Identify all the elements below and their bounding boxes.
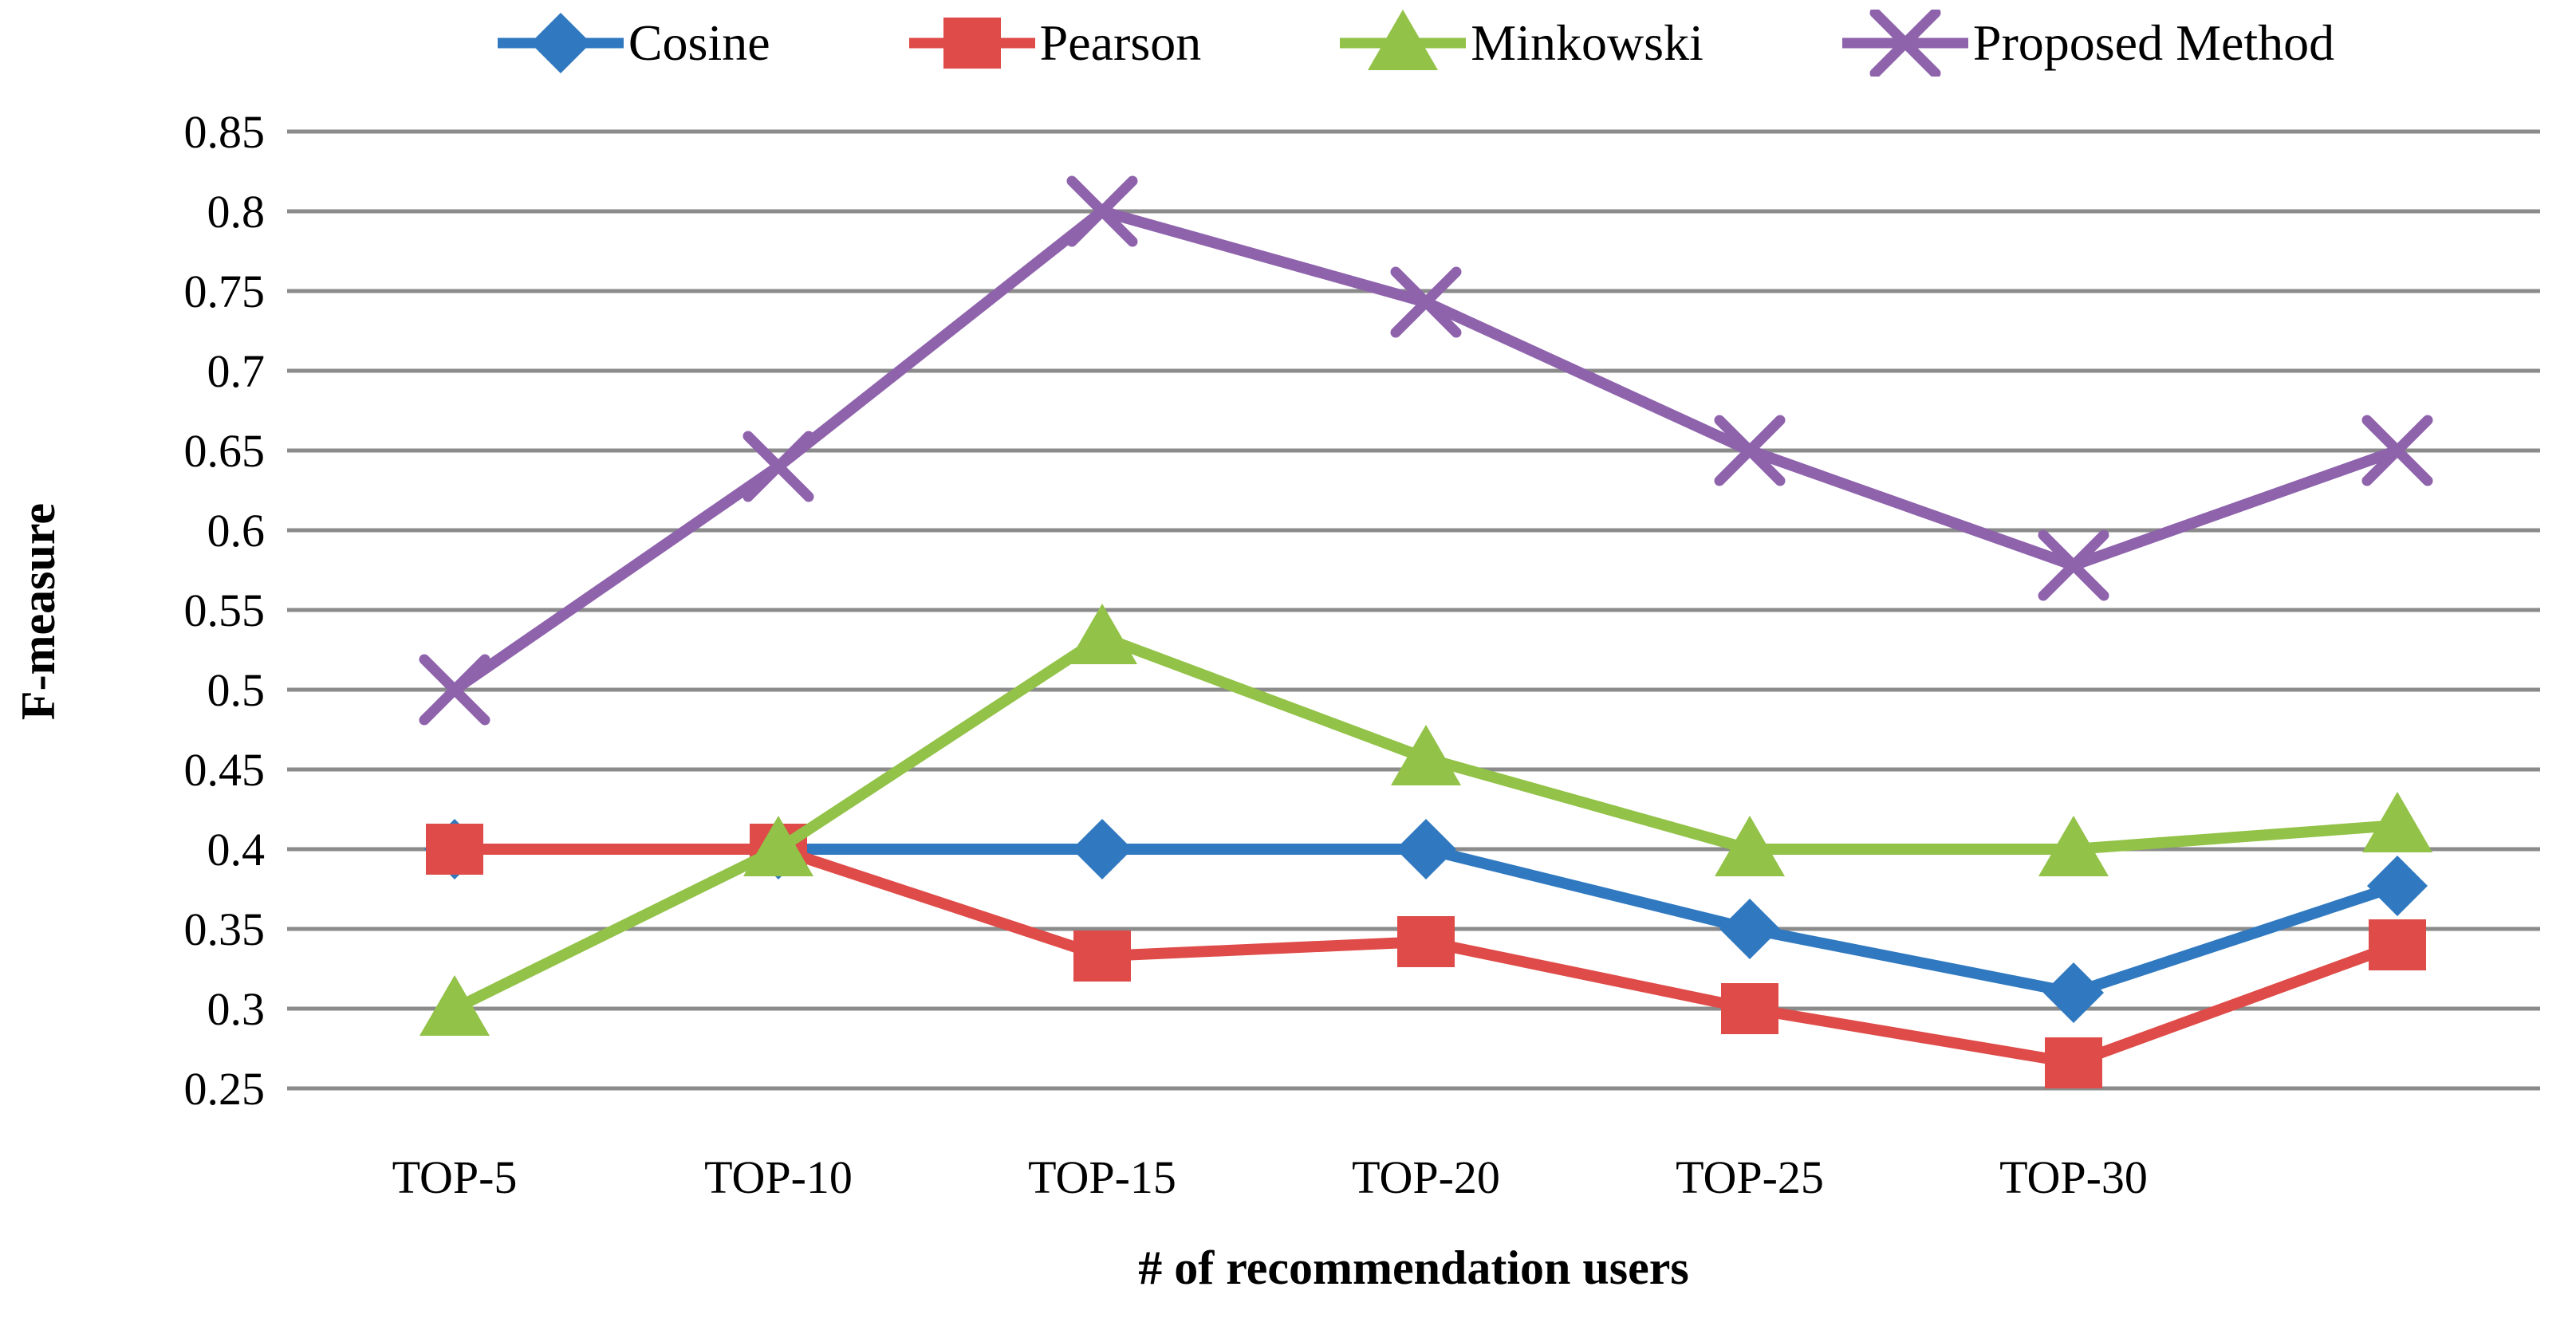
x-marker [1390, 266, 1462, 338]
legend-label: Minkowski [1471, 14, 1704, 71]
x-marker [1066, 175, 1138, 247]
square-marker [1721, 983, 1778, 1034]
diamond-marker [2043, 962, 2104, 1023]
chart-legend: Cosine Pearson Minkowski Proposed Method [287, 2, 2540, 85]
x-tick-label: TOP-25 [1676, 1151, 1824, 1203]
square-marker [1397, 916, 1455, 967]
x-tick-label: TOP-20 [1352, 1151, 1500, 1203]
triangle-marker [1391, 725, 1461, 785]
triangle-legend-marker-icon [1340, 10, 1467, 70]
square-legend-marker-icon [908, 18, 1035, 69]
y-tick-label: 0.5 [207, 664, 266, 716]
series-minkowski [419, 604, 2432, 1036]
diamond-legend-marker-icon [497, 13, 624, 73]
y-tick-label: 0.75 [184, 266, 266, 317]
y-tick-label: 0.4 [207, 824, 266, 875]
diamond-marker [1072, 819, 1132, 879]
diamond-marker [530, 13, 591, 73]
y-tick-label: 0.6 [207, 505, 266, 557]
diamond-marker [1396, 819, 1456, 879]
x-marker [2038, 529, 2109, 601]
y-tick-label: 0.8 [207, 186, 266, 238]
x-tick-label: TOP-10 [704, 1151, 853, 1203]
triangle-marker [743, 816, 813, 876]
x-marker [1714, 415, 1786, 486]
y-axis-title: F-measure [12, 502, 65, 721]
x-tick-label: TOP-5 [392, 1151, 518, 1203]
diamond-marker [2367, 856, 2428, 916]
x-tick-label: TOP-30 [1999, 1151, 2148, 1203]
y-tick-label: 0.45 [184, 744, 266, 796]
y-tick-labels: 0.85 0.8 0.75 0.7 0.65 0.6 0.55 0.5 0.45 0.4 0.35 0… [184, 106, 266, 1115]
diamond-marker [1719, 899, 1780, 959]
x-axis-title: # of recommendation users [1138, 1241, 1689, 1294]
y-tick-label: 0.25 [184, 1063, 266, 1115]
legend-item-proposed-method: Proposed Method [1837, 10, 2334, 77]
triangle-marker [1715, 816, 1785, 876]
x-tick-labels: TOP-5 TOP-10 TOP-15 TOP-20 TOP-25 TOP-30 [392, 1151, 2148, 1203]
y-tick-label: 0.35 [184, 903, 266, 955]
legend-label: Pearson [1039, 14, 1202, 71]
y-tick-label: 0.55 [184, 584, 266, 636]
legend-item-pearson: Pearson [904, 10, 1202, 77]
triangle-marker [1067, 604, 1137, 664]
x-marker [742, 431, 814, 502]
triangle-marker [2038, 816, 2109, 876]
triangle-marker [1368, 10, 1439, 70]
x-marker [419, 654, 490, 726]
legend-item-minkowski: Minkowski [1335, 10, 1704, 77]
legend-item-cosine: Cosine [493, 10, 770, 77]
square-marker [2045, 1037, 2102, 1088]
triangle-marker [419, 975, 490, 1036]
x-marker [1869, 10, 1941, 77]
y-tick-label: 0.65 [184, 425, 266, 477]
square-marker [1073, 931, 1131, 982]
legend-label: Proposed Method [1972, 14, 2335, 71]
square-marker [2369, 919, 2426, 970]
x-tick-label: TOP-15 [1028, 1151, 1176, 1203]
x-marker [2361, 415, 2433, 486]
square-marker [943, 18, 1001, 69]
legend-label: Cosine [628, 14, 770, 71]
triangle-marker [2362, 792, 2432, 852]
square-marker [426, 824, 483, 875]
y-tick-label: 0.7 [207, 345, 266, 397]
y-tick-label: 0.85 [184, 106, 266, 158]
x-legend-marker-icon [1841, 10, 1968, 77]
series-proposed-method [419, 175, 2433, 726]
y-tick-label: 0.3 [207, 983, 266, 1035]
